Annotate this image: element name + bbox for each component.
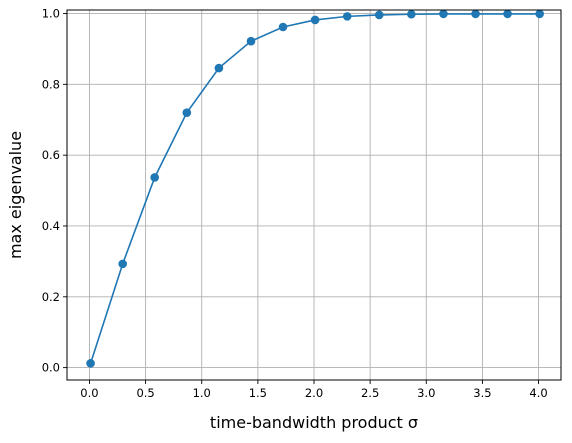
data-point (278, 22, 288, 32)
x-tick-label: 3.5 (473, 386, 491, 400)
data-point (86, 359, 95, 368)
y-axis-label: max eigenvalue (6, 131, 25, 259)
data-point (439, 9, 448, 19)
series-line (89, 13, 540, 364)
x-tick-label: 1.5 (249, 386, 267, 400)
data-point (471, 9, 480, 19)
data-point (214, 63, 224, 73)
data-point (150, 173, 159, 182)
y-tick-label: 0.2 (42, 290, 60, 304)
y-axis: 0.0 0.2 0.4 0.6 0.8 1.0 (42, 7, 67, 375)
data-point (118, 259, 127, 269)
x-axis: 0.0 0.5 1.0 1.5 2.0 2.5 3.0 3.5 4.0 (80, 380, 548, 400)
series-layer (86, 9, 544, 368)
x-tick-label: 2.5 (361, 386, 379, 400)
x-tick-label: 4.0 (529, 386, 547, 400)
grid (67, 10, 561, 380)
data-point (246, 36, 256, 46)
x-tick-label: 0.5 (136, 386, 154, 400)
y-tick-label: 0.4 (42, 219, 60, 233)
y-tick-label: 1.0 (42, 7, 60, 21)
data-point (182, 108, 192, 117)
y-tick-label: 0.8 (42, 77, 60, 91)
x-tick-label: 2.0 (305, 386, 323, 400)
data-point (342, 12, 352, 21)
x-tick-label: 3.0 (417, 386, 435, 400)
y-tick-label: 0.6 (42, 148, 60, 162)
x-tick-label: 1.0 (193, 386, 211, 400)
data-point (374, 10, 384, 20)
x-axis-label: time-bandwidth product σ (210, 413, 418, 432)
data-point (535, 9, 544, 19)
data-point (503, 9, 512, 19)
data-point (407, 9, 416, 19)
x-tick-label: 0.0 (80, 386, 98, 400)
data-point (310, 15, 320, 25)
y-tick-label: 0.0 (42, 361, 60, 375)
